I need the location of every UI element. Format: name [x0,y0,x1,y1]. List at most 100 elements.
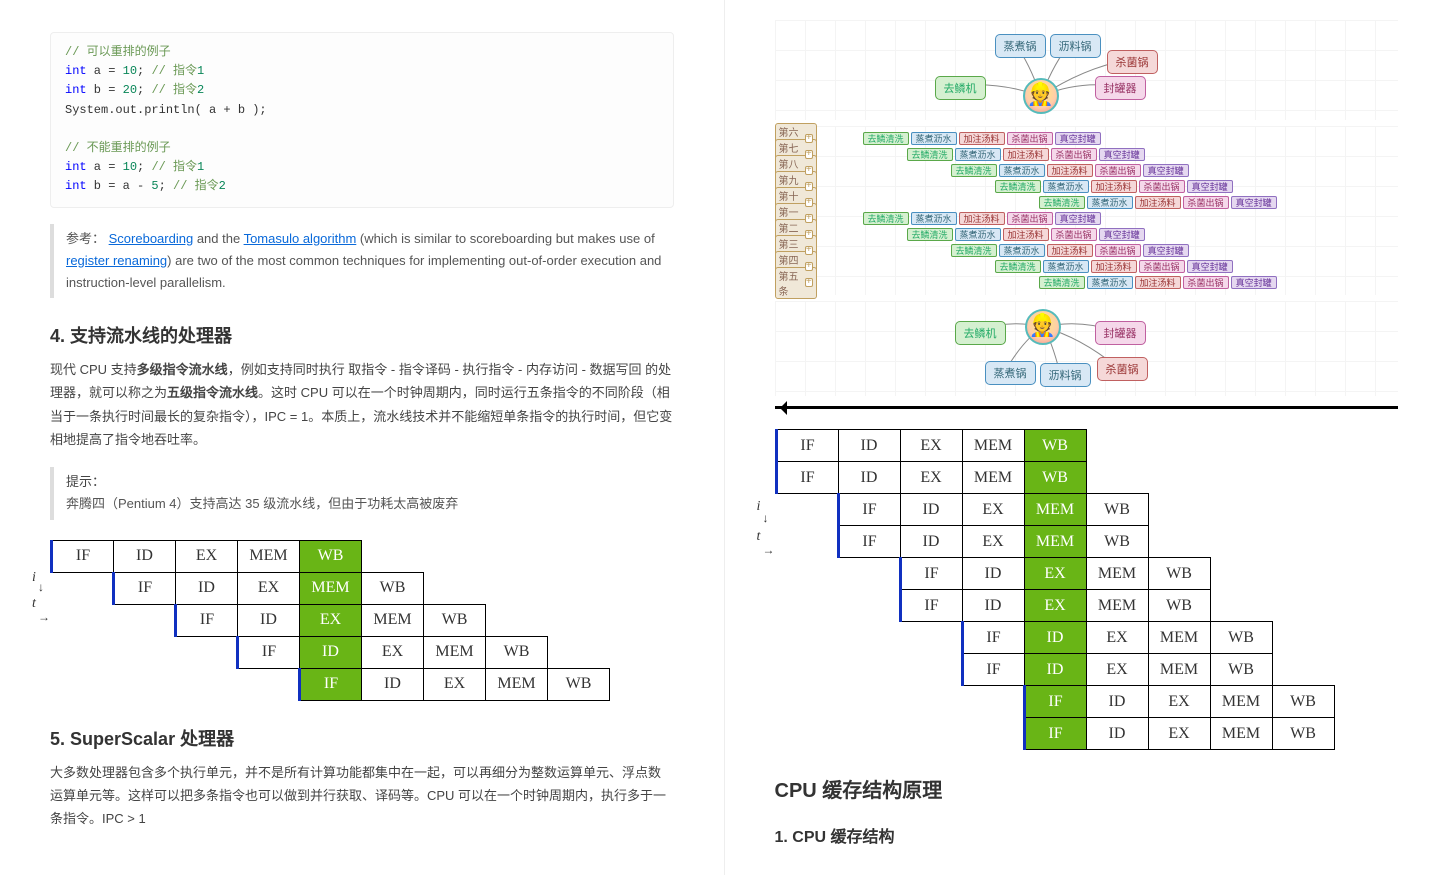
right-column: 去鳞机蒸煮锅沥料锅杀菌锅封罐器 第六条 去鳞清洗蒸煮沥水加注汤料杀菌出锅真空封罐… [725,0,1448,875]
worker-icon [1023,78,1059,114]
worker-icon [1025,309,1061,345]
gantt-step: 蒸煮沥水 [955,148,1001,161]
gantt-step: 真空封罐 [1143,164,1189,177]
plus-icon [805,166,813,175]
superscalar-paragraph: 大多数处理器包含多个执行单元，并不是所有计算功能都集中在一起，可以再细分为整数运… [50,761,674,831]
gantt-step: 真空封罐 [1231,196,1277,209]
plus-icon [805,230,813,239]
gantt-step: 去鳞清洗 [907,148,953,161]
worker-node: 蒸煮锅 [995,34,1046,58]
gantt-step: 去鳞清洗 [863,132,909,145]
arrow-down-icon: ↓ [763,511,769,525]
gantt-step: 杀菌出锅 [1051,148,1097,161]
worker-node: 沥料锅 [1050,34,1101,58]
gantt-step: 加注汤料 [959,132,1005,145]
gantt-step: 杀菌出锅 [1095,164,1141,177]
worker-node: 杀菌锅 [1097,357,1148,381]
gantt-row: 第三条 去鳞清洗蒸煮沥水加注汤料杀菌出锅真空封罐 [775,243,1399,258]
arrow-right-icon: → [763,543,775,557]
gantt-step: 真空封罐 [1187,180,1233,193]
gantt-step: 去鳞清洗 [995,180,1041,193]
gantt-step: 杀菌出锅 [1183,276,1229,289]
worker-node: 杀菌锅 [1107,50,1158,74]
gantt-step: 加注汤料 [1047,164,1093,177]
gantt-step: 杀菌出锅 [1007,132,1053,145]
worker-diagram-bottom: 去鳞机蒸煮锅沥料锅封罐器杀菌锅 [775,301,1399,396]
link-scoreboarding[interactable]: Scoreboarding [109,231,194,246]
gantt-step: 真空封罐 [1099,228,1145,241]
gantt-step: 杀菌出锅 [1007,212,1053,225]
hint-body: 奔腾四（Pentium 4）支持高达 35 级流水线，但由于功耗太高被废弃 [66,493,662,515]
gantt-row: 第七条 去鳞清洗蒸煮沥水加注汤料杀菌出锅真空封罐 [775,147,1399,162]
arrow-right-icon: → [38,610,50,624]
plus-icon [805,134,813,143]
gantt-step: 去鳞清洗 [951,164,997,177]
gantt-row: 第九条 去鳞清洗蒸煮沥水加注汤料杀菌出锅真空封罐 [775,179,1399,194]
worker-node: 沥料锅 [1040,363,1091,387]
gantt-step: 杀菌出锅 [1139,260,1185,273]
pipeline-diagram-large: i ↓ t → IFIDEXMEMWBIFIDEXMEMWBIFIDEXMEMW… [775,429,1399,750]
gantt-step: 蒸煮沥水 [911,132,957,145]
heading-cache-principle: CPU 缓存结构原理 [775,774,1399,803]
ref-prefix: 参考： [66,231,105,246]
gantt-step: 加注汤料 [1135,276,1181,289]
worker-node: 蒸煮锅 [985,361,1036,385]
heading-cache-1: 1. CPU 缓存结构 [775,823,1399,847]
plus-icon [805,198,813,207]
gantt-step: 真空封罐 [1055,132,1101,145]
worker-node: 去鳞机 [955,321,1006,345]
link-tomasulo[interactable]: Tomasulo algorithm [244,231,357,246]
code-block: // 可以重排的例子 int a = 10; // 指令1 int b = 20… [50,32,674,208]
gantt-row: 第四条 去鳞清洗蒸煮沥水加注汤料杀菌出锅真空封罐 [775,259,1399,274]
gantt-row: 第一条 去鳞清洗蒸煮沥水加注汤料杀菌出锅真空封罐 [775,211,1399,226]
hint-title: 提示： [66,471,662,493]
arrow-down-icon: ↓ [38,580,44,594]
gantt-step: 蒸煮沥水 [1087,196,1133,209]
worker-node: 封罐器 [1095,76,1146,100]
gantt-step: 去鳞清洗 [1039,276,1085,289]
gantt-step: 真空封罐 [1055,212,1101,225]
gantt-step: 真空封罐 [1143,244,1189,257]
gantt-step: 杀菌出锅 [1139,180,1185,193]
gantt-step: 加注汤料 [1003,228,1049,241]
heading-pipeline: 4. 支持流水线的处理器 [50,322,674,348]
gantt-row: 第五条 去鳞清洗蒸煮沥水加注汤料杀菌出锅真空封罐 [775,275,1399,290]
gantt-step: 蒸煮沥水 [955,228,1001,241]
plus-icon [805,182,813,191]
gantt-step: 蒸煮沥水 [1087,276,1133,289]
gantt-step: 加注汤料 [959,212,1005,225]
plus-icon [805,246,813,255]
gantt-step: 蒸煮沥水 [999,164,1045,177]
gantt-step: 真空封罐 [1187,260,1233,273]
gantt-step: 加注汤料 [1003,148,1049,161]
hint-quote: 提示： 奔腾四（Pentium 4）支持高达 35 级流水线，但由于功耗太高被废… [50,467,674,519]
gantt-step: 去鳞清洗 [863,212,909,225]
gantt-step: 加注汤料 [1047,244,1093,257]
gantt-step: 蒸煮沥水 [999,244,1045,257]
gantt-diagram: 第六条 去鳞清洗蒸煮沥水加注汤料杀菌出锅真空封罐第七条 去鳞清洗蒸煮沥水加注汤料… [775,126,1399,295]
gantt-step: 去鳞清洗 [907,228,953,241]
gantt-step: 真空封罐 [1231,276,1277,289]
gantt-row: 第十条 去鳞清洗蒸煮沥水加注汤料杀菌出锅真空封罐 [775,195,1399,210]
plus-icon [805,150,813,159]
gantt-step: 加注汤料 [1091,180,1137,193]
pipeline-paragraph: 现代 CPU 支持多级指令流水线，例如支持同时执行 取指令 - 指令译码 - 执… [50,358,674,452]
gantt-row: 第二条 去鳞清洗蒸煮沥水加注汤料杀菌出锅真空封罐 [775,227,1399,242]
gantt-row-label: 第五条 [775,267,817,299]
left-column: // 可以重排的例子 int a = 10; // 指令1 int b = 20… [0,0,725,875]
gantt-step: 加注汤料 [1091,260,1137,273]
gantt-step: 去鳞清洗 [1039,196,1085,209]
gantt-row: 第六条 去鳞清洗蒸煮沥水加注汤料杀菌出锅真空封罐 [775,131,1399,146]
plus-icon [805,214,813,223]
timeline-arrow [775,406,1399,409]
gantt-step: 去鳞清洗 [995,260,1041,273]
pipeline-table-left: IFIDEXMEMWBIFIDEXMEMWBIFIDEXMEMWBIFIDEXM… [50,540,610,701]
gantt-step: 真空封罐 [1099,148,1145,161]
link-register-renaming[interactable]: register renaming [66,253,167,268]
gantt-step: 去鳞清洗 [951,244,997,257]
pipeline-table-right: IFIDEXMEMWBIFIDEXMEMWBIFIDEXMEMWBIFIDEXM… [775,429,1335,750]
worker-diagram-top: 去鳞机蒸煮锅沥料锅杀菌锅封罐器 [775,20,1399,120]
reference-quote: 参考： Scoreboarding and the Tomasulo algor… [50,224,674,298]
worker-node: 去鳞机 [935,76,986,100]
plus-icon [805,262,813,271]
